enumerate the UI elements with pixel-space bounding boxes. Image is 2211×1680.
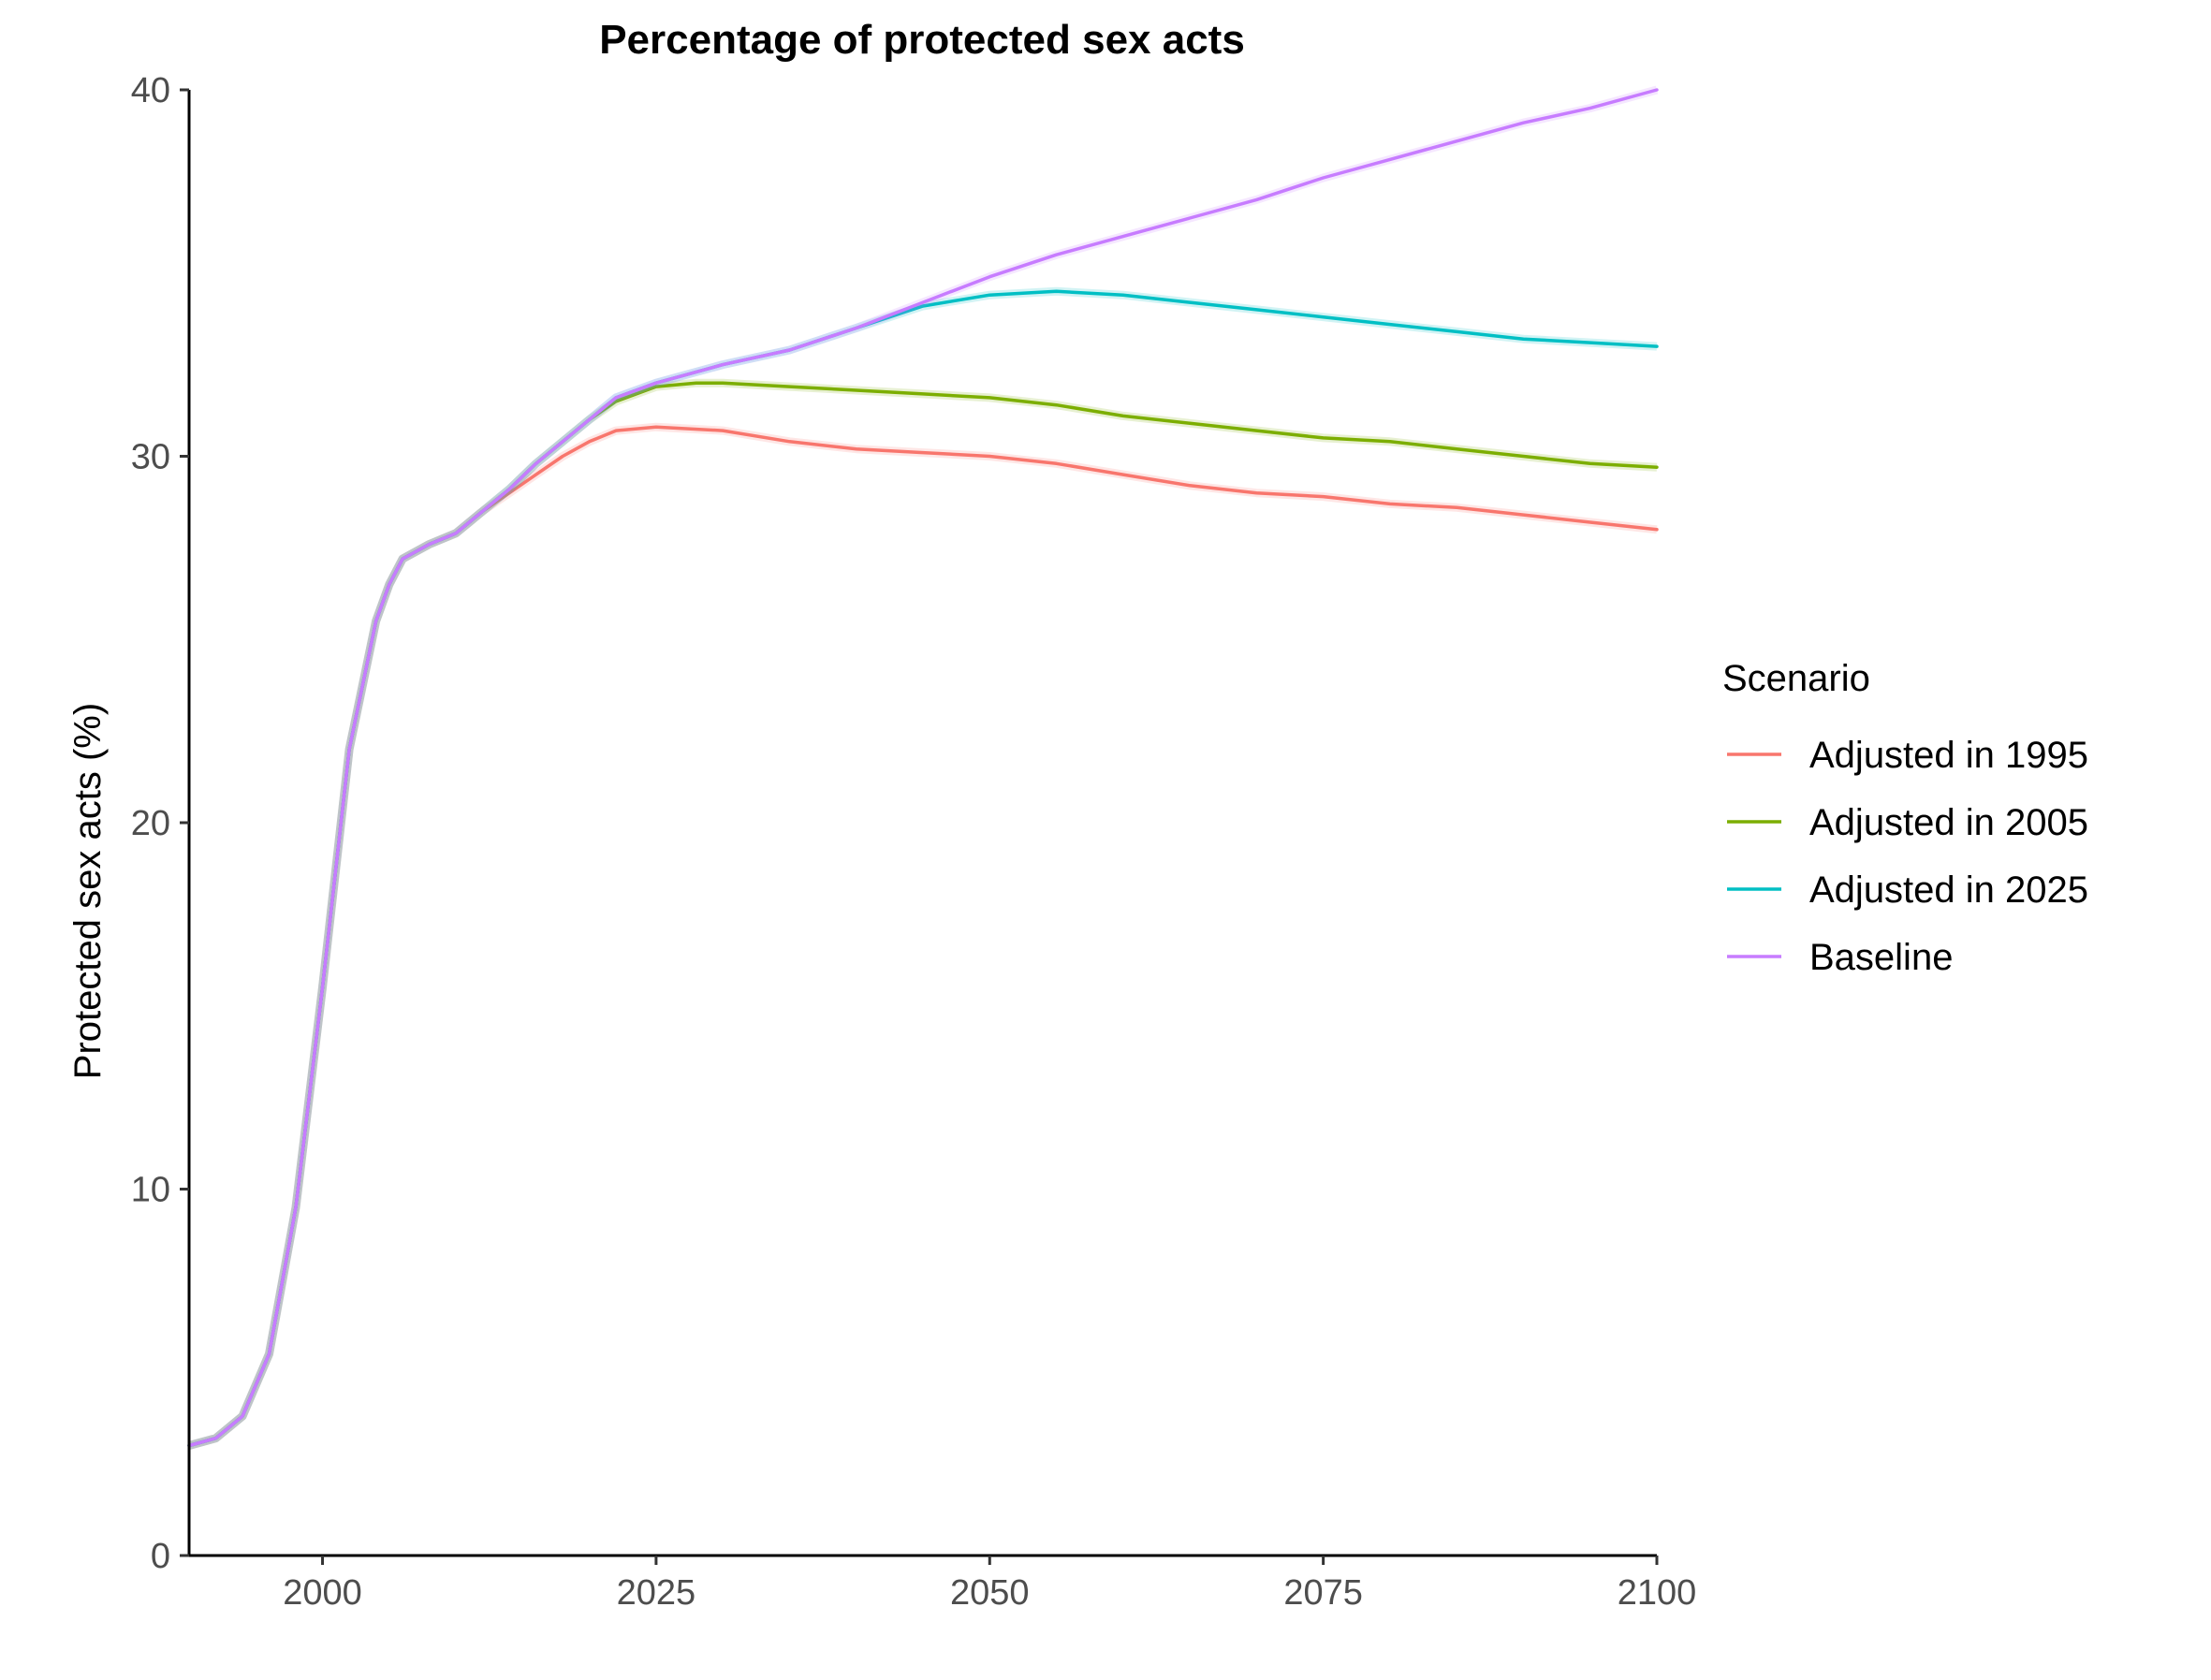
series-ribbon-1 xyxy=(187,378,1658,1450)
axes-layer: 0 10 20 30 40 2000 2025 2050 2075 2100 xyxy=(131,71,1697,1613)
series-line-3 xyxy=(187,88,1659,1448)
series-ribbon-2 xyxy=(187,286,1658,1450)
legend-title: Scenario xyxy=(1722,658,1870,699)
y-axis-title: Protected sex acts (%) xyxy=(67,703,109,1079)
x-tick-label-0: 2000 xyxy=(283,1573,362,1613)
series-ribbon-3 xyxy=(187,85,1659,1450)
legend-label-0: Adjusted in 1995 xyxy=(1809,735,2088,776)
legend-label-1: Adjusted in 2005 xyxy=(1809,802,2088,843)
x-tick-label-3: 2075 xyxy=(1283,1573,1363,1613)
y-tick-label-0: 0 xyxy=(151,1537,170,1576)
legend: Adjusted in 1995 Adjusted in 2005 Adjusted… xyxy=(1727,735,2088,978)
legend-label-2: Adjusted in 2025 xyxy=(1809,869,2088,911)
x-tick-label-4: 2100 xyxy=(1618,1573,1697,1613)
y-tick-label-4: 40 xyxy=(131,71,170,110)
series-line-0 xyxy=(187,425,1659,1448)
series-ribbon-0 xyxy=(187,422,1658,1450)
series-line-2 xyxy=(187,289,1659,1448)
x-tick-label-1: 2025 xyxy=(617,1573,696,1613)
series-line-1 xyxy=(187,381,1659,1448)
x-tick-label-2: 2050 xyxy=(950,1573,1030,1613)
y-tick-label-2: 20 xyxy=(131,804,170,843)
y-tick-label-3: 30 xyxy=(131,438,170,477)
series-layer xyxy=(187,85,1659,1450)
y-tick-label-1: 10 xyxy=(131,1171,170,1210)
chart-title: Percentage of protected sex acts xyxy=(599,17,1245,63)
legend-label-3: Baseline xyxy=(1809,937,1953,978)
